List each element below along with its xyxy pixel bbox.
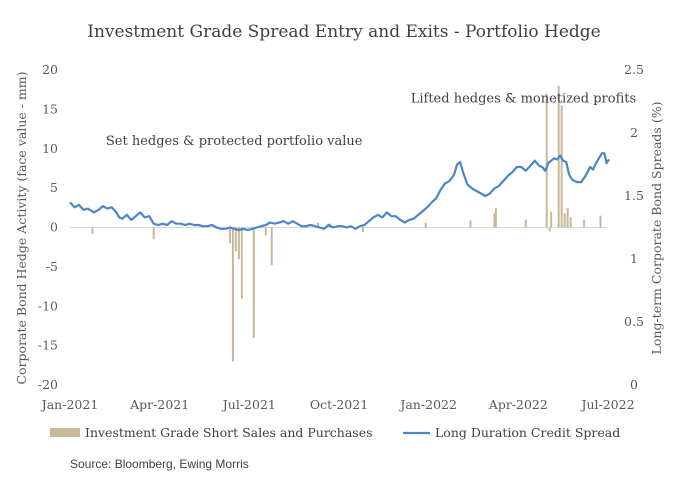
x-tick-label: Jul-2022	[579, 397, 634, 412]
left-tick-label: -5	[46, 259, 58, 274]
annotation-hedges-set: Set hedges & protected portfolio value	[106, 134, 363, 149]
left-tick-label: 0	[50, 220, 58, 235]
x-axis: Jan-2021 Apr-2021 Jul-2021 Oct-2021 Jan-2022…	[40, 397, 635, 412]
hedge-bar	[231, 227, 234, 362]
hedge-bar	[493, 213, 496, 228]
left-tick-label: 20	[42, 62, 58, 77]
hedge-bar	[152, 227, 155, 240]
hedge-bar	[237, 227, 240, 259]
left-tick-label: -20	[38, 377, 58, 392]
x-tick-label: Apr-2022	[488, 397, 548, 412]
hedge-bar	[548, 227, 551, 232]
left-tick-label: 10	[42, 141, 58, 156]
hedge-bar	[234, 227, 237, 252]
right-axis: 2.5 2 1.5 1 0.5 0	[624, 62, 644, 392]
left-axis-title: Corporate Bond Hedge Activity (face valu…	[14, 71, 29, 384]
legend-line-label: Long Duration Credit Spread	[435, 425, 620, 440]
legend-bar-swatch	[50, 428, 80, 437]
hedge-bar	[563, 213, 566, 228]
left-axis: 20 15 10 5 0 -5 -10 -15 -20	[38, 62, 58, 392]
hedge-bar	[264, 227, 267, 236]
right-tick-label: 2	[630, 125, 638, 140]
legend-bar-label: Investment Grade Short Sales and Purchas…	[85, 425, 373, 440]
right-axis-title: Long-term Corporate Bond Spreads (%)	[649, 102, 664, 355]
hedge-bar	[569, 217, 572, 228]
hedge-bar	[424, 222, 427, 228]
hedge-bar	[560, 105, 563, 228]
left-tick-label: -15	[38, 338, 58, 353]
right-tick-label: 1.5	[624, 188, 644, 203]
right-tick-label: 0	[630, 377, 638, 392]
hedge-bar	[599, 215, 602, 228]
left-tick-label: 15	[42, 101, 58, 116]
x-tick-label: Jan-2021	[40, 397, 99, 412]
annotation-hedges-lifted: Lifted hedges & monetized profits	[411, 91, 636, 106]
x-tick-label: Oct-2021	[310, 397, 368, 412]
hedge-bar	[317, 222, 320, 228]
hedge-bar	[469, 220, 472, 228]
hedge-bar	[361, 227, 364, 233]
right-tick-label: 2.5	[624, 62, 644, 77]
spread-line	[69, 152, 611, 232]
source-note: Source: Bloomberg, Ewing Morris	[70, 457, 249, 471]
left-tick-label: -10	[38, 298, 58, 313]
right-tick-label: 0.5	[624, 314, 644, 329]
right-tick-label: 1	[630, 251, 638, 266]
chart-title: Investment Grade Spread Entry and Exits …	[87, 22, 601, 42]
hedge-bar	[270, 227, 273, 266]
hedge-bar	[545, 93, 548, 228]
hedge-bar	[252, 227, 255, 338]
hedge-bar	[583, 219, 586, 228]
left-tick-label: 5	[50, 180, 58, 195]
hedge-bar	[228, 227, 231, 244]
legend: Investment Grade Short Sales and Purchas…	[50, 425, 620, 440]
x-tick-label: Apr-2021	[129, 397, 189, 412]
hedge-bar	[494, 207, 497, 228]
hedge-bar	[91, 227, 94, 234]
x-tick-label: Jul-2021	[221, 397, 276, 412]
hedge-bar	[524, 219, 527, 228]
hedge-bar	[566, 207, 569, 228]
hedge-bar	[550, 211, 553, 228]
x-tick-label: Jan-2022	[398, 397, 457, 412]
hedge-bar	[240, 227, 243, 299]
